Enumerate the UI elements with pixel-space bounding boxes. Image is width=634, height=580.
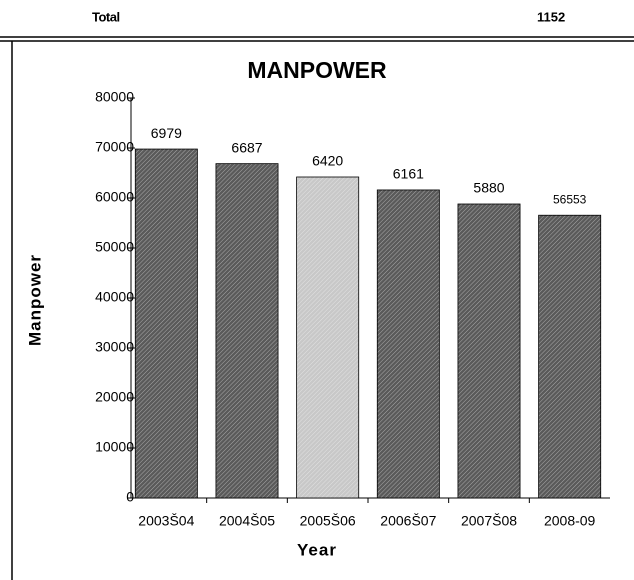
value-label: 6161 [393,166,424,182]
x-tick-label: 2007Š08 [461,513,517,529]
bar [538,214,602,499]
total-label: Total [92,9,120,24]
x-tick-label: 2006Š07 [380,513,436,529]
bar [296,176,360,499]
x-tick-label: 2005Š06 [300,513,356,529]
y-axis-title: Manpower [25,254,44,346]
y-tick-label: 50000 [95,239,134,255]
bar [134,148,198,499]
y-tick-label: 0 [126,489,134,505]
value-label: 56553 [553,192,587,206]
x-tick-label: 2003Š04 [138,513,194,529]
value-label: 6687 [231,139,262,155]
y-tick-label: 80000 [95,89,134,105]
chart-title: MANPOWER [247,57,387,83]
x-axis-title: Year [297,540,337,559]
x-tick-label: 2008-09 [544,513,596,529]
value-label: 5880 [473,180,504,196]
value-label: 6420 [312,153,343,169]
bar [376,189,440,499]
bar [215,163,279,499]
y-tick-label: 40000 [95,289,134,305]
y-tick-label: 60000 [95,189,134,205]
y-tick-label: 70000 [95,139,134,155]
value-label: 6979 [151,125,182,141]
y-tick-label: 30000 [95,339,134,355]
y-tick-label: 20000 [95,389,134,405]
x-tick-label: 2004Š05 [219,513,275,529]
bar [457,203,521,499]
total-value: 1152 [537,9,565,24]
y-tick-label: 10000 [95,439,134,455]
